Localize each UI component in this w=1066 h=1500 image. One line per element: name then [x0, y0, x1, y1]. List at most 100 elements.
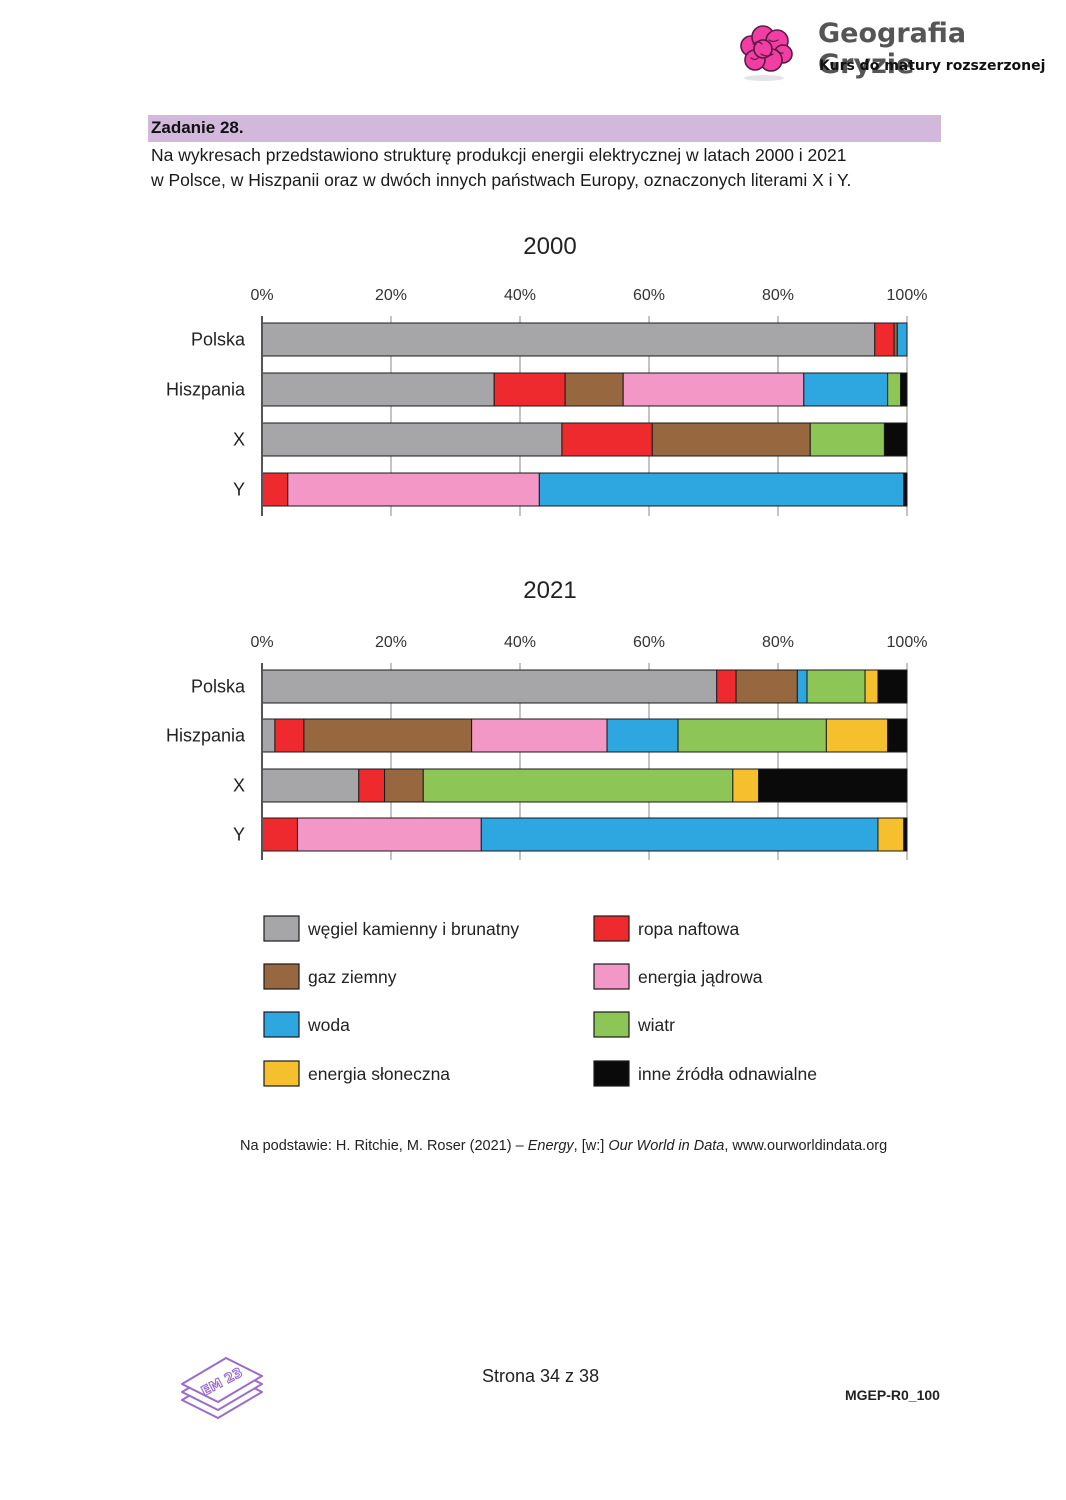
bar-segment-0-3-3 — [287, 472, 540, 507]
source-middle: , [w:] — [573, 1138, 609, 1154]
tick-label-1-1: 20% — [375, 634, 407, 651]
source-note: Na podstawie: H. Ritchie, M. Roser (2021… — [240, 1138, 887, 1154]
task-header: Zadanie 28. — [148, 115, 941, 142]
chart-title-1: 2021 — [523, 577, 576, 604]
bar-segment-1-0-1 — [716, 669, 737, 704]
bar-segment-0-2-2 — [651, 422, 811, 457]
bar-segment-1-2-7 — [758, 768, 908, 803]
category-label-1-2: X — [233, 776, 245, 796]
legend-swatch-7 — [593, 1060, 630, 1087]
bar-segment-1-2-0 — [261, 768, 360, 803]
legend-label-2: gaz ziemny — [308, 967, 397, 987]
bar-segment-1-3-7 — [903, 817, 908, 852]
tick-label-1-2: 40% — [504, 634, 536, 651]
source-suffix: , www.ourworldindata.org — [724, 1138, 888, 1154]
bar-segment-0-2-1 — [561, 422, 653, 457]
bar-segment-1-1-1 — [274, 718, 305, 753]
bar-segment-1-1-4 — [606, 718, 679, 753]
tick-label-0-4: 80% — [762, 287, 794, 304]
tick-label-0-0: 0% — [250, 287, 273, 304]
bar-segment-1-0-6 — [864, 669, 879, 704]
tick-label-1-4: 80% — [762, 634, 794, 651]
bar-segment-1-1-5 — [677, 718, 827, 753]
legend-swatch-6 — [263, 1060, 300, 1087]
legend-swatch-1 — [593, 915, 630, 942]
chart-title-0: 2000 — [523, 233, 576, 260]
bar-segment-0-1-3 — [622, 372, 805, 407]
legend-label-1: ropa naftowa — [638, 919, 739, 939]
legend-label-5: wiatr — [637, 1015, 675, 1035]
bar-segment-1-0-5 — [806, 669, 866, 704]
bar-segment-0-1-2 — [564, 372, 624, 407]
source-prefix: Na podstawie: H. Ritchie, M. Roser (2021… — [240, 1138, 528, 1154]
tick-label-0-5: 100% — [887, 287, 928, 304]
bar-segment-0-2-5 — [809, 422, 885, 457]
bar-segment-1-2-6 — [732, 768, 760, 803]
bar-segment-0-1-5 — [887, 372, 902, 407]
bar-segment-1-2-2 — [384, 768, 424, 803]
tick-label-0-2: 40% — [504, 287, 536, 304]
bar-segment-0-0-1 — [874, 322, 895, 357]
category-label-1-1: Hiszpania — [166, 726, 246, 746]
bar-segment-0-0-4 — [896, 322, 908, 357]
bar-segment-0-1-0 — [261, 372, 495, 407]
legend-label-7: inne źródła odnawialne — [638, 1064, 817, 1084]
tick-label-1-3: 60% — [633, 634, 665, 651]
bar-segment-1-1-2 — [303, 718, 473, 753]
category-label-1-3: Y — [233, 825, 245, 845]
task-text-line-2: w Polsce, w Hiszpanii oraz w dwóch innyc… — [151, 170, 852, 190]
category-label-1-0: Polska — [191, 677, 246, 697]
brand-title: Geografia Gryzie — [818, 18, 967, 80]
stacked-papers-icon: EM 23 — [181, 1357, 263, 1419]
bar-segment-0-2-7 — [883, 422, 908, 457]
legend-swatch-5 — [593, 1011, 630, 1038]
legend-swatch-3 — [593, 963, 630, 990]
task-description: Na wykresach przedstawiono strukturę pro… — [151, 143, 941, 193]
brain-icon — [740, 25, 793, 81]
bar-segment-0-3-1 — [261, 472, 289, 507]
category-label-0-3: Y — [233, 480, 245, 500]
bar-segment-1-3-1 — [261, 817, 298, 852]
bar-segment-0-1-1 — [493, 372, 566, 407]
legend-swatch-2 — [263, 963, 300, 990]
task-text-line-1: Na wykresach przedstawiono strukturę pro… — [151, 145, 847, 165]
bar-segment-1-1-6 — [825, 718, 889, 753]
category-label-0-0: Polska — [191, 330, 246, 350]
legend-label-0: węgiel kamienny i brunatny — [307, 919, 519, 939]
bar-segment-1-2-1 — [358, 768, 386, 803]
source-title: Energy — [527, 1138, 574, 1154]
tick-label-0-1: 20% — [375, 287, 407, 304]
tick-label-1-5: 100% — [887, 634, 928, 651]
bar-segment-0-3-4 — [538, 472, 905, 507]
task-label: Zadanie 28. — [151, 118, 244, 137]
category-label-0-2: X — [233, 430, 245, 450]
bar-segment-1-1-3 — [471, 718, 608, 753]
bar-segment-1-3-4 — [480, 817, 879, 852]
category-label-0-1: Hiszpania — [166, 380, 246, 400]
source-publication: Our World in Data — [608, 1138, 725, 1154]
bar-segment-0-2-0 — [261, 422, 563, 457]
bar-segment-1-3-3 — [296, 817, 482, 852]
bar-segment-1-0-2 — [735, 669, 798, 704]
bar-segment-1-1-0 — [261, 718, 276, 753]
bar-segment-1-3-6 — [877, 817, 905, 852]
brand-subtitle: Kurs do matury rozszerzonej — [819, 58, 1046, 74]
legend-label-6: energia słoneczna — [308, 1064, 450, 1084]
legend-swatch-4 — [263, 1011, 300, 1038]
bar-segment-0-0-0 — [261, 322, 876, 357]
tick-label-0-3: 60% — [633, 287, 665, 304]
legend-swatch-0 — [263, 915, 300, 942]
page-number: Strona 34 z 38 — [482, 1366, 600, 1386]
legend-label-4: woda — [307, 1015, 350, 1035]
bar-segment-1-0-7 — [877, 669, 908, 704]
bar-segment-0-1-7 — [900, 372, 908, 407]
bar-segment-0-3-7 — [903, 472, 908, 507]
bar-segment-1-1-7 — [887, 718, 908, 753]
bar-segment-0-1-4 — [803, 372, 889, 407]
bar-segment-1-0-0 — [261, 669, 718, 704]
tick-label-1-0: 0% — [250, 634, 273, 651]
legend-label-3: energia jądrowa — [638, 967, 763, 987]
bar-segment-1-0-4 — [796, 669, 808, 704]
bar-segment-1-2-5 — [422, 768, 734, 803]
charts-canvas: 2000 0% 20% 40% 60% 80% 100% Polska Hiszpania X Y 2… — [166, 233, 928, 1087]
